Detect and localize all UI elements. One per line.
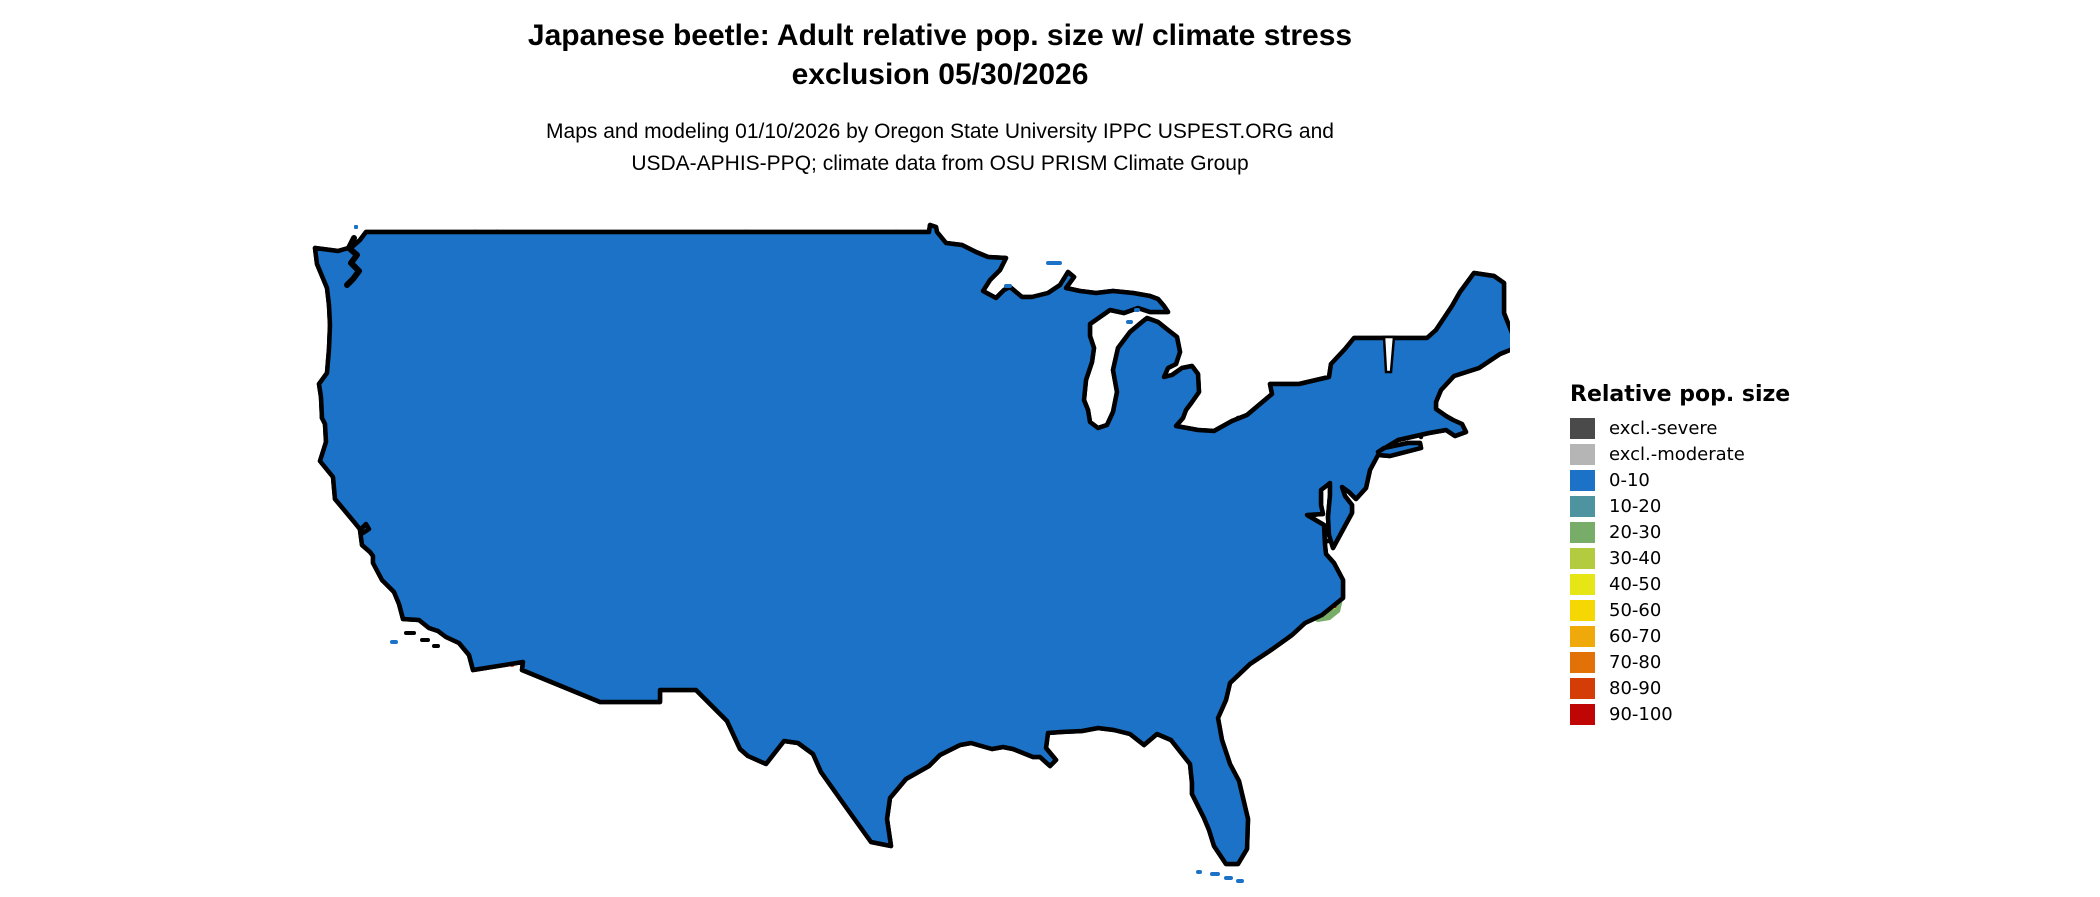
legend-label: 10-20	[1609, 496, 1662, 517]
page-subtitle: Maps and modeling 01/10/2026 by Oregon S…	[340, 116, 1540, 180]
channel-island-1	[404, 631, 416, 635]
lake-champlain	[1382, 335, 1396, 374]
channel-island-blue-1	[390, 640, 398, 644]
legend-row-excl.-moderate: excl.-moderate	[1570, 444, 1870, 465]
us-coast-restroke	[315, 225, 1510, 864]
legend-label: 70-80	[1609, 652, 1662, 673]
legend-row-10-20: 10-20	[1570, 496, 1870, 517]
puget-sound	[344, 235, 362, 288]
page-title: Japanese beetle: Adult relative pop. siz…	[340, 16, 1540, 94]
legend-row-50-60: 50-60	[1570, 600, 1870, 621]
apostle-islands	[1004, 284, 1012, 288]
florida-keys-4	[1196, 870, 1202, 874]
legend-label: 60-70	[1609, 626, 1662, 647]
title-line-1: Japanese beetle: Adult relative pop. siz…	[527, 19, 1353, 52]
florida-keys-2	[1224, 876, 1233, 880]
legend-row-20-30: 20-30	[1570, 522, 1870, 543]
legend-row-60-70: 60-70	[1570, 626, 1870, 647]
legend-row-excl.-severe: excl.-severe	[1570, 418, 1870, 439]
legend-swatch-50-60	[1570, 600, 1595, 621]
channel-island-2	[420, 638, 430, 642]
point-roberts	[354, 225, 358, 229]
subtitle-line-1: Maps and modeling 01/10/2026 by Oregon S…	[546, 120, 1334, 143]
island-specks	[354, 225, 1244, 883]
legend-row-90-100: 90-100	[1570, 704, 1870, 725]
legend-label: excl.-severe	[1609, 418, 1718, 439]
florida-keys-1	[1210, 872, 1220, 876]
legend-label: 0-10	[1609, 470, 1650, 491]
legend-row-70-80: 70-80	[1570, 652, 1870, 673]
us-risk-map	[300, 222, 1523, 892]
legend-label: 40-50	[1609, 574, 1662, 595]
legend-swatch-excl.-severe	[1570, 418, 1595, 439]
legend-swatch-0-10	[1570, 470, 1595, 491]
us-map-svg	[312, 222, 1523, 883]
legend-swatch-10-20	[1570, 496, 1595, 517]
legend-swatch-90-100	[1570, 704, 1595, 725]
legend-swatch-40-50	[1570, 574, 1595, 595]
legend-label: 50-60	[1609, 600, 1662, 621]
legend-rows: excl.-severe excl.-moderate 0-10 10-20 20-30…	[1570, 418, 1870, 725]
channel-island-3	[432, 644, 440, 648]
legend-label: 90-100	[1609, 704, 1673, 725]
legend-swatch-80-90	[1570, 678, 1595, 699]
legend-label: excl.-moderate	[1609, 444, 1745, 465]
legend: Relative pop. size excl.-severe excl.-mod…	[1570, 382, 1870, 730]
legend-title: Relative pop. size	[1570, 382, 1791, 407]
legend-row-0-10: 0-10	[1570, 470, 1870, 491]
legend-label: 30-40	[1609, 548, 1662, 569]
legend-swatch-30-40	[1570, 548, 1595, 569]
legend-swatch-70-80	[1570, 652, 1595, 673]
legend-swatch-60-70	[1570, 626, 1595, 647]
title-line-2: exclusion 05/30/2026	[791, 58, 1089, 91]
isle-royale	[1046, 261, 1062, 265]
legend-row-80-90: 80-90	[1570, 678, 1870, 699]
lake-michigan-island-1	[1126, 320, 1133, 324]
legend-label: 80-90	[1609, 678, 1662, 699]
florida-keys-3	[1236, 879, 1244, 883]
lake-michigan-island-2	[1134, 308, 1140, 312]
legend-row-40-50: 40-50	[1570, 574, 1870, 595]
subtitle-line-2: USDA-APHIS-PPQ; climate data from OSU PR…	[631, 152, 1249, 175]
legend-swatch-20-30	[1570, 522, 1595, 543]
legend-swatch-excl.-moderate	[1570, 444, 1595, 465]
legend-row-30-40: 30-40	[1570, 548, 1870, 569]
legend-label: 20-30	[1609, 522, 1662, 543]
